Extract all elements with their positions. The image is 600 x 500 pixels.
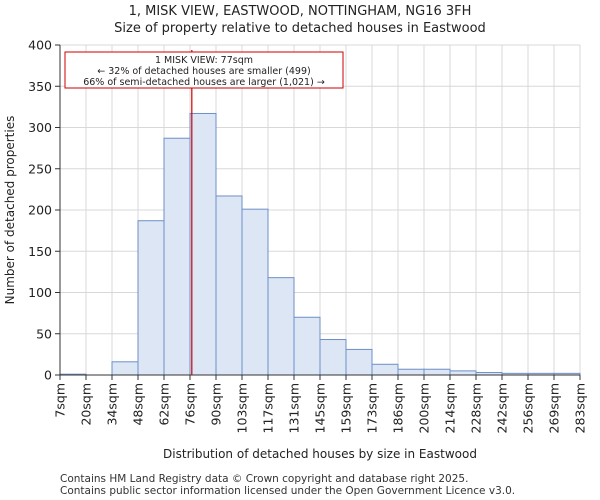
- bar-200sqm: [423, 368, 451, 376]
- x-tick-label: 186sqm: [391, 383, 406, 433]
- bar-214sqm: [449, 370, 477, 376]
- x-tick-label: 200sqm: [417, 383, 432, 433]
- y-tick-label: 350: [28, 79, 52, 94]
- footer-line-1: Contains HM Land Registry data © Crown c…: [60, 473, 469, 485]
- bar-145sqm: [319, 339, 347, 376]
- bar-76sqm: [189, 112, 217, 376]
- y-tick-label: 100: [28, 285, 52, 300]
- x-tick-label: 228sqm: [469, 383, 484, 433]
- x-tick-label: 20sqm: [79, 383, 94, 426]
- y-tick-label: 400: [28, 38, 52, 53]
- bar-62sqm: [163, 137, 191, 376]
- bar-159sqm: [345, 348, 373, 376]
- annotation-box: 1 MISK VIEW: 77sqm ← 32% of detached hou…: [64, 51, 344, 89]
- chart-title: 1, MISK VIEW, EASTWOOD, NOTTINGHAM, NG16…: [128, 4, 472, 19]
- y-tick-label: 300: [28, 120, 52, 135]
- x-tick-label: 62sqm: [157, 383, 172, 426]
- y-axis-label: Number of detached properties: [3, 116, 17, 305]
- bar-34sqm: [111, 361, 139, 376]
- chart-subtitle: Size of property relative to detached ho…: [114, 21, 486, 36]
- x-tick-label: 173sqm: [365, 383, 380, 433]
- x-tick-label: 90sqm: [209, 383, 224, 426]
- y-tick-label: 250: [28, 161, 52, 176]
- x-tick-label: 76sqm: [183, 383, 198, 426]
- x-ticks: 7sqm 20sqm 34sqm 48sqm 62sqm 76sqm 90sqm 103sqm…: [53, 375, 588, 433]
- bar-103sqm: [241, 208, 269, 376]
- annotation-line-2: ← 32% of detached houses are smaller (49…: [97, 66, 310, 77]
- x-tick-label: 34sqm: [105, 383, 120, 426]
- x-tick-label: 269sqm: [547, 383, 562, 433]
- y-tick-label: 0: [44, 368, 52, 383]
- y-tick-label: 150: [28, 244, 52, 259]
- bar-90sqm: [215, 195, 243, 376]
- bar-173sqm: [371, 363, 399, 376]
- x-tick-label: 145sqm: [313, 383, 328, 433]
- x-tick-label: 242sqm: [495, 383, 510, 433]
- footer-line-2: Contains public sector information licen…: [60, 485, 516, 497]
- bars: [59, 112, 581, 376]
- bar-186sqm: [397, 368, 425, 376]
- x-tick-label: 48sqm: [131, 383, 146, 426]
- bar-48sqm: [137, 220, 165, 376]
- x-tick-label: 7sqm: [53, 383, 68, 418]
- x-tick-label: 131sqm: [287, 383, 302, 433]
- x-tick-label: 214sqm: [443, 383, 458, 433]
- x-tick-label: 283sqm: [573, 383, 588, 433]
- x-tick-label: 159sqm: [339, 383, 354, 433]
- x-tick-label: 256sqm: [521, 383, 536, 433]
- y-ticks: 0 50 100 150 200 250 300 350 400: [28, 38, 60, 383]
- bar-117sqm: [267, 277, 295, 376]
- annotation-line-1: 1 MISK VIEW: 77sqm: [155, 55, 253, 66]
- annotation-line-3: 66% of semi-detached houses are larger (…: [83, 77, 325, 88]
- x-tick-label: 117sqm: [261, 383, 276, 433]
- x-axis-label: Distribution of detached houses by size …: [163, 447, 477, 461]
- y-tick-label: 50: [36, 326, 52, 341]
- bar-131sqm: [293, 316, 321, 376]
- y-tick-label: 200: [28, 203, 52, 218]
- x-tick-label: 103sqm: [235, 383, 250, 433]
